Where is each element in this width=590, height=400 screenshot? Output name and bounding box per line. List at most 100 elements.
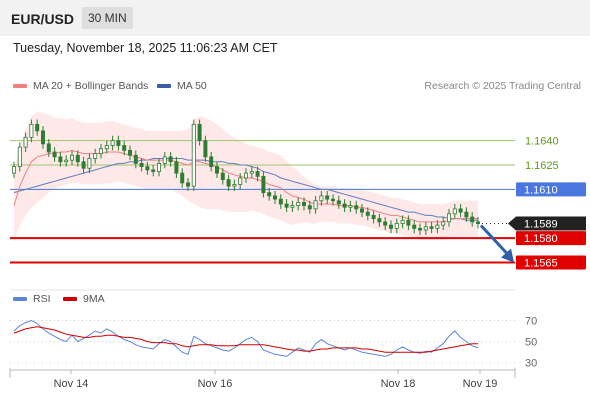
- candle: [336, 195, 341, 209]
- candle: [313, 195, 318, 214]
- candle-body: [429, 226, 434, 229]
- candle: [238, 173, 243, 190]
- candle: [17, 142, 22, 172]
- candle: [278, 194, 283, 209]
- candle: [423, 221, 428, 235]
- candle: [475, 217, 480, 229]
- candle-body: [35, 123, 40, 132]
- legend-ma20-label: MA 20 + Bollinger Bands: [33, 80, 149, 92]
- candle: [464, 207, 469, 222]
- legend-9ma: 9MA: [63, 293, 105, 305]
- candle-body: [452, 208, 457, 215]
- candle: [133, 150, 138, 169]
- candle-body: [232, 184, 237, 187]
- level-label-1.1565: 1.1565: [524, 258, 558, 270]
- level-label-1.1640: 1.1640: [525, 136, 559, 148]
- candle: [383, 217, 388, 230]
- candle: [429, 221, 434, 234]
- candle-body: [214, 166, 219, 174]
- candle: [209, 152, 214, 172]
- candle: [168, 152, 173, 167]
- candle-body: [272, 195, 277, 200]
- candle: [446, 208, 451, 227]
- symbol-label: EUR/USD: [11, 11, 75, 27]
- candle: [23, 132, 28, 152]
- candle-body: [383, 221, 388, 226]
- candle-body: [29, 123, 34, 138]
- candle-body: [23, 136, 28, 148]
- candle: [127, 145, 132, 161]
- candle-body: [388, 224, 393, 229]
- candle-body: [330, 198, 335, 202]
- candle: [87, 153, 92, 174]
- candle: [417, 223, 422, 235]
- candle-body: [267, 192, 272, 197]
- timeframe-badge[interactable]: 30 MIN: [82, 7, 133, 29]
- candle: [354, 200, 359, 214]
- candle-body: [377, 218, 382, 223]
- forecast-arrow-shaft: [479, 224, 509, 255]
- candle-body: [75, 154, 80, 163]
- candle-body: [400, 219, 405, 224]
- candle-body: [336, 200, 341, 205]
- level-label-1.1625: 1.1625: [525, 160, 559, 172]
- candle: [272, 191, 277, 204]
- candle-body: [151, 169, 156, 172]
- candle-body: [87, 158, 92, 169]
- current-price-tag: [508, 216, 586, 231]
- candle: [191, 119, 196, 191]
- candle-body: [406, 219, 411, 226]
- candle: [301, 197, 306, 211]
- ma20-swatch: [13, 84, 27, 89]
- candle: [64, 155, 69, 167]
- candle: [122, 140, 127, 156]
- candle-body: [46, 143, 51, 153]
- candle: [330, 194, 335, 206]
- candle: [41, 126, 46, 149]
- forecast-arrow-head: [501, 248, 514, 263]
- candle-body: [417, 227, 422, 231]
- level-tag-1.1565: [516, 255, 586, 270]
- candle: [93, 148, 98, 164]
- candle-body: [174, 161, 179, 174]
- candle: [267, 187, 272, 201]
- candle-body: [475, 221, 480, 224]
- candle-body: [52, 151, 57, 158]
- candle: [156, 158, 161, 177]
- candle: [359, 204, 364, 217]
- candle: [174, 156, 179, 178]
- candle-body: [296, 201, 301, 207]
- candle: [214, 161, 219, 178]
- candle-body: [365, 211, 370, 216]
- candle-body: [139, 162, 144, 168]
- legend-rsi: RSI: [13, 293, 51, 305]
- candle: [296, 197, 301, 211]
- x-tick-label: Nov 19: [463, 378, 498, 390]
- current-price-label: 1.1589: [524, 219, 558, 231]
- candle-body: [70, 154, 75, 161]
- candle: [470, 212, 475, 227]
- candle-body: [93, 153, 98, 159]
- candle: [394, 218, 399, 234]
- candle-body: [371, 214, 376, 220]
- candle: [284, 199, 289, 213]
- candle: [377, 213, 382, 227]
- candle: [197, 119, 202, 146]
- candle-body: [110, 140, 115, 146]
- legend-ma50: MA 50: [157, 80, 207, 92]
- candle: [11, 161, 16, 178]
- candle-body: [249, 171, 254, 174]
- legend-rsi-label: RSI: [33, 293, 51, 305]
- candle-body: [301, 201, 306, 207]
- candle-body: [342, 203, 347, 208]
- candle-body: [156, 162, 161, 172]
- candle-body: [116, 140, 121, 146]
- candle: [342, 199, 347, 213]
- candle: [29, 119, 34, 143]
- candle: [400, 215, 405, 229]
- candle: [220, 168, 225, 185]
- candle-body: [243, 172, 248, 179]
- candle: [151, 165, 156, 177]
- rsi-tick-70: 70: [525, 315, 537, 327]
